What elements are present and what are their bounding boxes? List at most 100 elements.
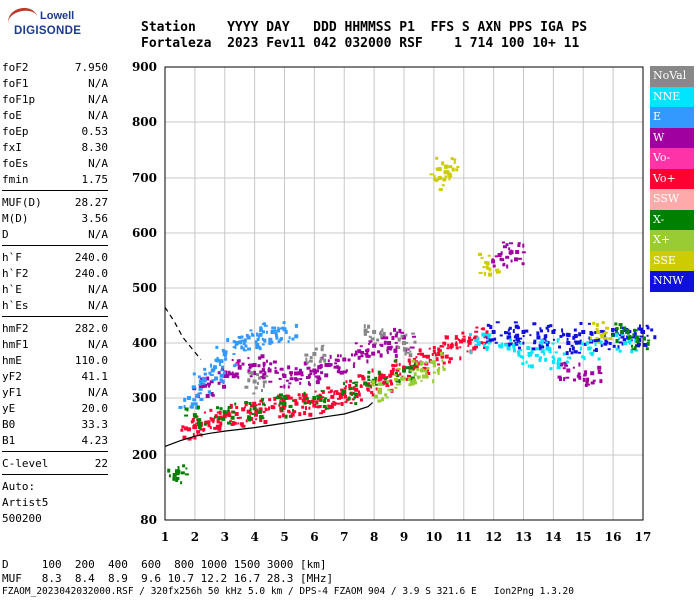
echo-dot — [191, 418, 195, 423]
echo-dot — [508, 247, 511, 251]
echo-dot — [360, 350, 365, 354]
echo-dot — [566, 360, 569, 364]
echo-dot — [353, 396, 356, 400]
echo-dot — [349, 392, 352, 395]
echo-dot — [361, 374, 365, 378]
echo-dot — [531, 347, 536, 351]
echo-dot — [592, 321, 596, 325]
echo-dot — [193, 402, 198, 406]
echo-dot — [226, 373, 230, 378]
echo-dot — [315, 380, 320, 385]
echo-dot — [357, 355, 361, 360]
echo-dot — [406, 351, 410, 354]
echo-dot — [178, 405, 183, 409]
echo-dot — [222, 373, 225, 378]
echo-dot — [407, 377, 411, 382]
echo-dot — [314, 375, 319, 378]
echo-dot — [258, 345, 261, 349]
echo-dot — [636, 344, 641, 348]
echo-dot — [374, 342, 377, 345]
legend: NoVal NNE E W Vo- Vo+ SSW X- X+ SSE NNW — [650, 66, 694, 292]
echo-dot — [386, 348, 389, 352]
echo-dot — [274, 369, 278, 374]
echo-dot — [320, 390, 325, 393]
echo-dot — [433, 174, 436, 179]
echo-dot — [366, 387, 370, 391]
echo-dot — [227, 410, 231, 415]
echo-dot — [522, 341, 525, 345]
echo-dot — [538, 344, 543, 347]
echo-dot — [512, 345, 516, 350]
echo-dot — [308, 359, 313, 363]
echo-dot — [318, 394, 323, 398]
echo-dot — [203, 411, 206, 414]
echo-dot — [600, 344, 603, 348]
echo-dot — [359, 384, 363, 388]
echo-dot — [435, 357, 439, 362]
echo-dot — [289, 371, 294, 375]
echo-dot — [321, 409, 326, 413]
echo-dot — [229, 420, 233, 423]
echo-dot — [599, 329, 604, 333]
echo-dot — [283, 397, 288, 401]
data-point — [198, 379, 203, 384]
echo-dot — [316, 394, 319, 397]
echo-dot — [592, 351, 595, 354]
echo-dot — [487, 334, 491, 339]
echo-dot — [341, 390, 344, 394]
echo-dot — [394, 364, 397, 367]
echo-dot — [211, 393, 215, 397]
echo-dot — [482, 343, 485, 348]
echo-dot — [540, 345, 545, 349]
param-row: foEp 0.53 — [2, 124, 108, 140]
echo-dot — [636, 342, 641, 346]
echo-dot — [309, 356, 313, 360]
data-point — [342, 389, 347, 394]
echo-dot — [447, 360, 451, 364]
echo-dot — [394, 371, 398, 376]
echo-dot — [259, 370, 263, 374]
echo-dot — [503, 331, 506, 334]
echo-dot — [313, 400, 318, 403]
echo-dot — [442, 367, 446, 371]
echo-dot — [175, 476, 180, 480]
echo-dot — [303, 401, 307, 405]
echo-dot — [387, 388, 391, 391]
param-value: 1.75 — [81, 173, 109, 186]
y-tick-label: 400 — [132, 336, 157, 350]
data-point — [294, 401, 299, 406]
echo-dot — [432, 379, 435, 384]
lowell-digisonde-logo: Lowell DIGISONDE — [5, 5, 81, 44]
echo-dot — [337, 397, 342, 400]
echo-dot — [543, 334, 547, 339]
echo-dot — [194, 425, 198, 430]
echo-dot — [189, 436, 193, 439]
echo-dot — [350, 393, 353, 396]
echo-dot — [485, 345, 490, 349]
echo-dot — [298, 396, 302, 400]
echo-dot — [217, 416, 220, 419]
data-point — [330, 394, 335, 399]
echo-dot — [559, 334, 563, 338]
echo-dot — [317, 396, 320, 400]
echo-dot — [347, 358, 351, 362]
echo-dot — [509, 342, 513, 346]
echo-dot — [553, 357, 556, 361]
echo-dot — [539, 327, 542, 331]
echo-dot — [323, 399, 327, 404]
echo-dot — [247, 415, 252, 420]
echo-dot — [481, 332, 486, 337]
echo-dot — [292, 410, 297, 414]
echo-dot — [444, 335, 449, 340]
param-value: N/A — [88, 386, 108, 399]
data-point — [174, 469, 179, 474]
echo-dot — [540, 338, 544, 342]
echo-dot — [538, 346, 542, 351]
data-point — [342, 391, 347, 396]
echo-dot — [425, 371, 428, 376]
echo-dot — [233, 364, 237, 368]
echo-dot — [324, 397, 328, 400]
echo-dot — [558, 345, 562, 349]
echo-dot — [255, 418, 258, 421]
echo-dot — [220, 379, 225, 383]
